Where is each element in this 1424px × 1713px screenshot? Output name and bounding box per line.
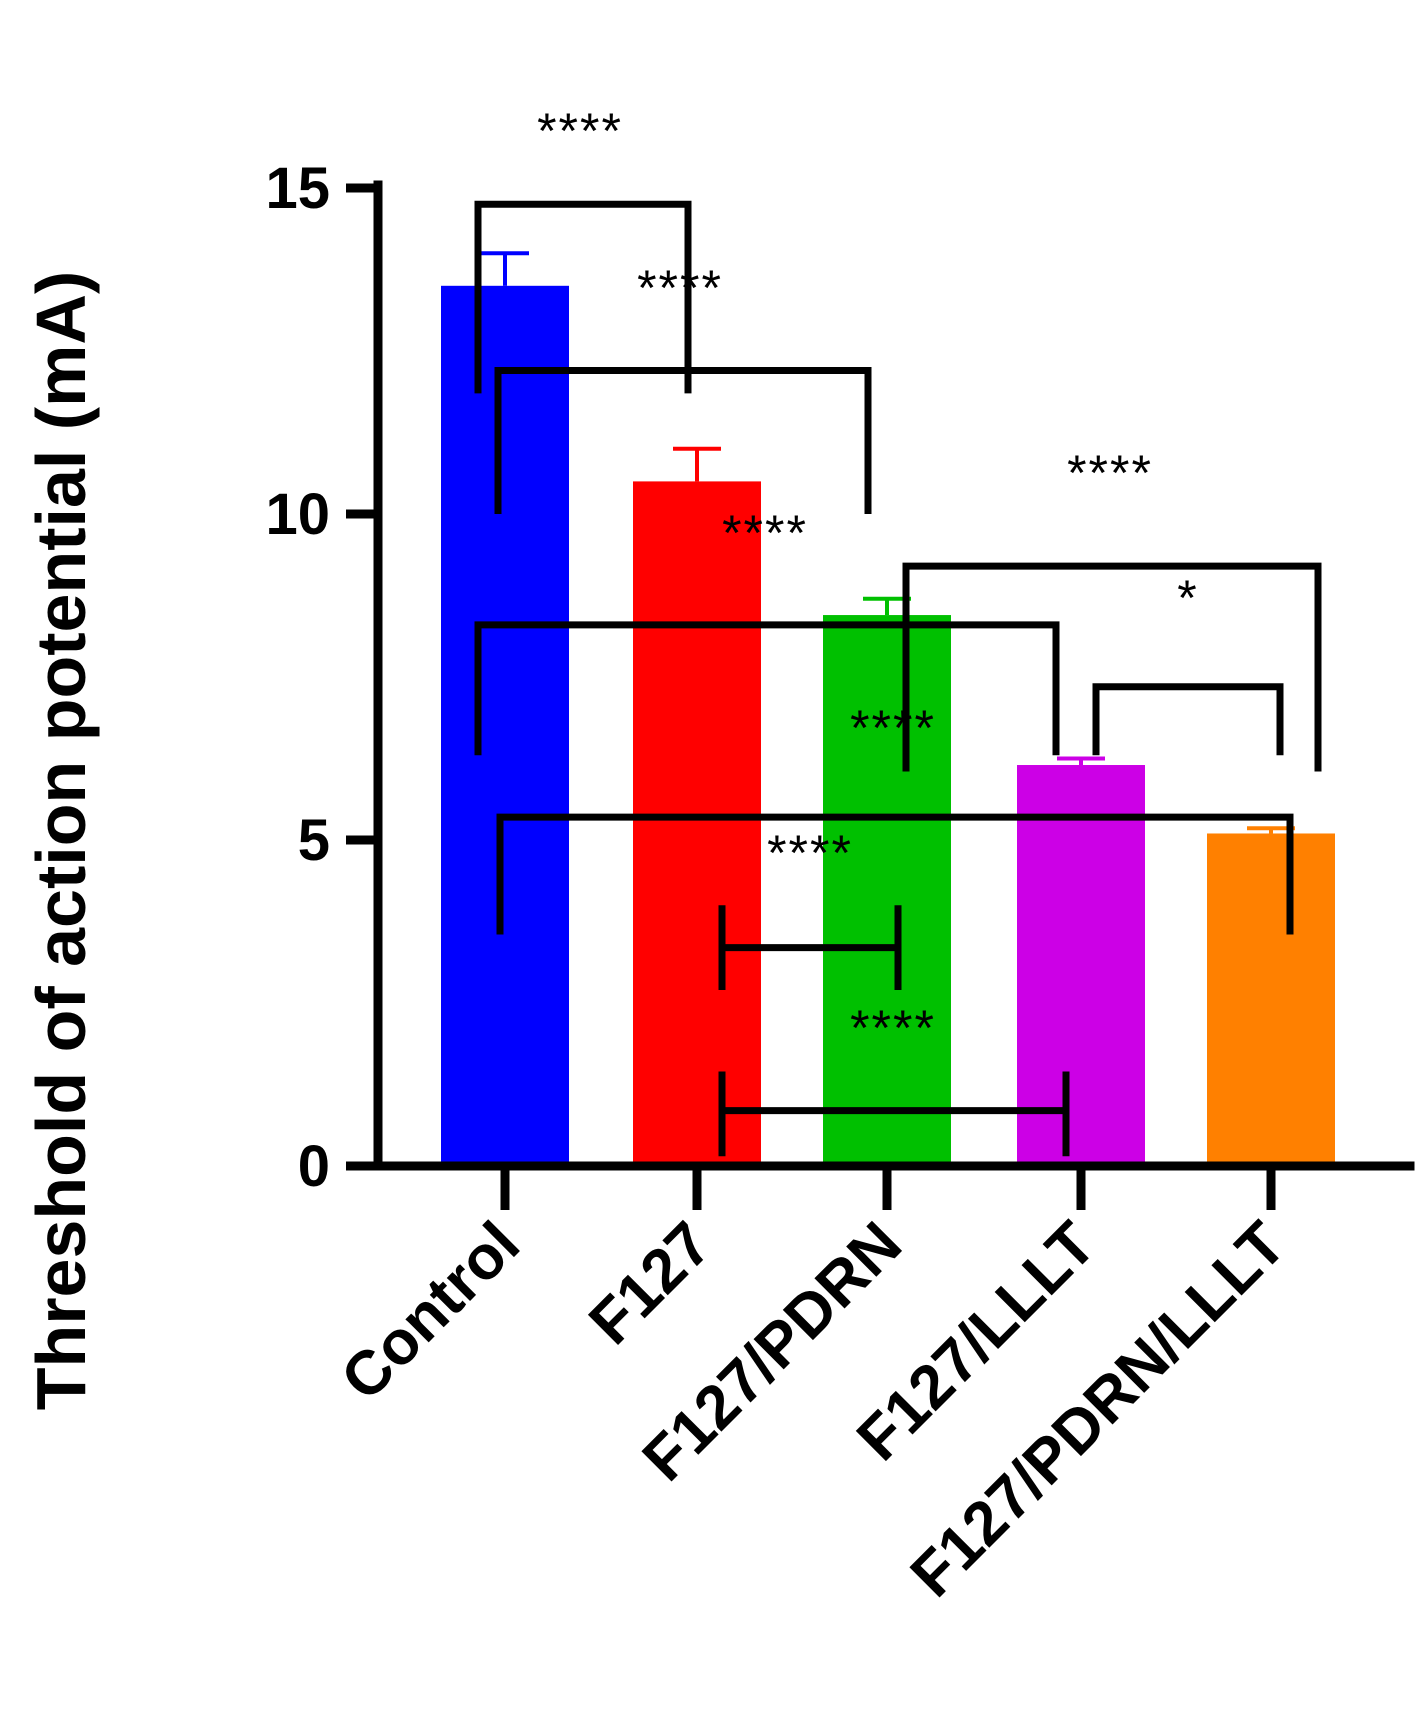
x-tick-label-control: Control xyxy=(328,1209,533,1414)
sig-label-f127-vs-f127-pdrn: **** xyxy=(850,700,936,756)
y-tick-label-5: 5 xyxy=(298,808,330,873)
sig-label-control-vs-f127: **** xyxy=(537,103,623,159)
sig-bracket-control-vs-f127 xyxy=(474,200,692,394)
significance-group: ***************************** xyxy=(474,103,1322,1157)
bars-group xyxy=(441,285,1335,1166)
bar-f127-pdrn-lllt xyxy=(1207,833,1335,1166)
y-tick-label-10: 10 xyxy=(265,482,330,547)
bar-f127-pdrn xyxy=(823,615,951,1166)
sig-label-control-vs-f127-lllt: **** xyxy=(722,505,808,561)
axes-group xyxy=(346,180,1415,1210)
sig-bracket-control-vs-f127-pdrn xyxy=(494,367,872,514)
bar-control xyxy=(441,285,569,1166)
sig-bracket-f127-lllt-vs-f127-pdrn-lllt xyxy=(1092,683,1284,756)
sig-bracket-control-vs-f127-lllt xyxy=(474,621,1060,756)
sig-label-f127-vs-f127-lllt: **** xyxy=(850,1000,936,1056)
sig-bracket-f127-vs-f127-pdrn xyxy=(718,905,902,990)
sig-bracket-f127-pdrn-vs-f127-pdrn-lllt xyxy=(902,562,1322,772)
x-tick-label-f127-pdrn-lllt: F127/PDRN/LLLT xyxy=(898,1209,1299,1610)
sig-bracket-f127-vs-f127-lllt xyxy=(718,1071,1070,1157)
sig-bracket-control-vs-f127-pdrn-lllt xyxy=(496,813,1294,935)
bar-f127-lllt xyxy=(1017,765,1145,1166)
bar-f127 xyxy=(633,481,761,1166)
x-tick-label-f127: F127 xyxy=(576,1209,725,1358)
sig-label-control-vs-f127-pdrn-lllt: **** xyxy=(767,825,853,881)
y-tick-label-0: 0 xyxy=(298,1134,330,1199)
y-tick-label-15: 15 xyxy=(265,156,330,221)
y-axis-title: Threshold of action potential (mA) xyxy=(22,271,100,1410)
sig-label-f127-pdrn-vs-f127-pdrn-lllt: **** xyxy=(1067,445,1153,501)
sig-label-control-vs-f127-pdrn: **** xyxy=(637,260,723,316)
sig-label-f127-lllt-vs-f127-pdrn-lllt: * xyxy=(1177,570,1198,626)
